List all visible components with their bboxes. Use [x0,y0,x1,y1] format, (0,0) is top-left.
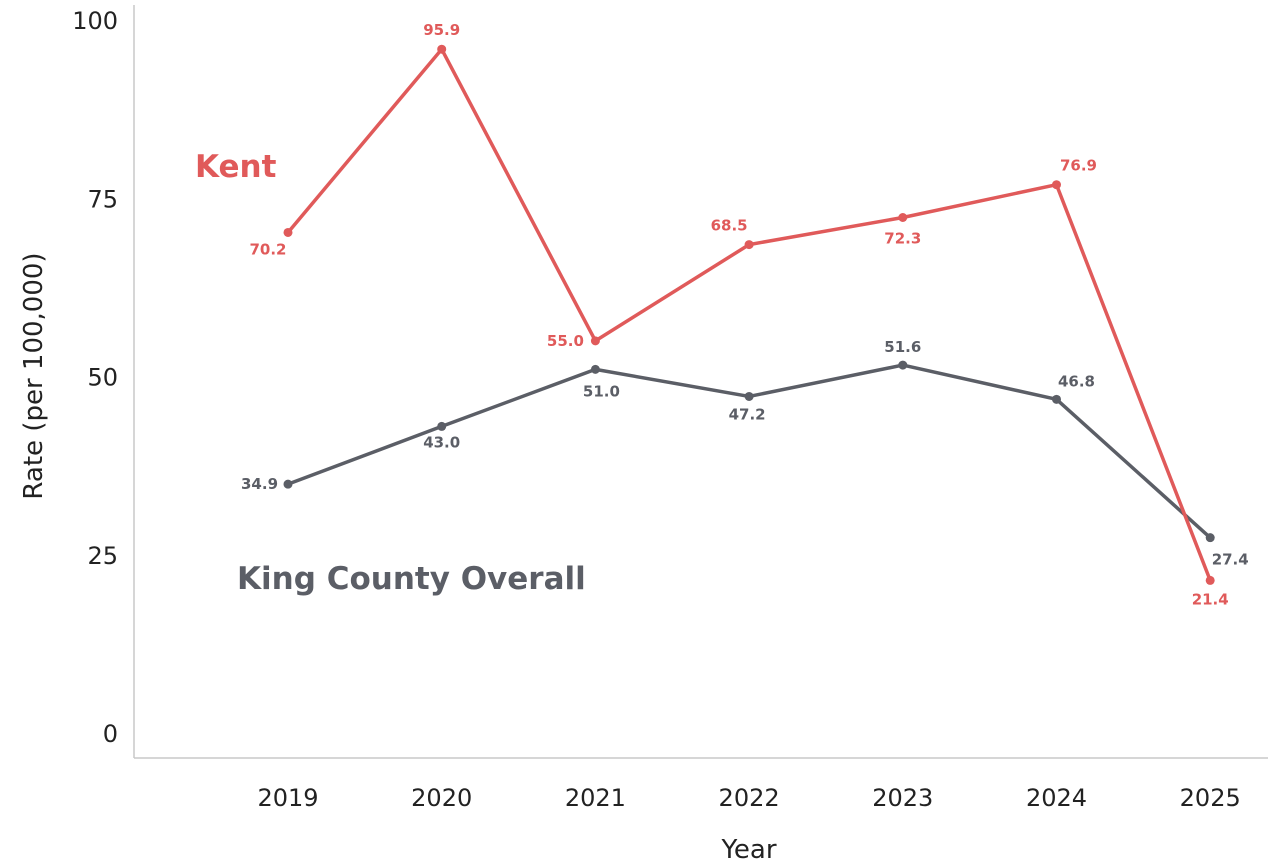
data-point [590,336,600,346]
data-label: 55.0 [547,332,584,350]
data-label: 34.9 [241,475,278,493]
series-line [286,47,1212,583]
x-tick-label: 2021 [565,784,626,812]
data-label: 51.6 [884,338,921,356]
data-label: 46.8 [1058,372,1095,390]
x-tick-label: 2020 [411,784,472,812]
data-label: 70.2 [249,240,286,258]
y-tick-label: 0 [103,720,118,748]
data-label: 43.0 [423,433,460,451]
series-name-king-county: King County Overall [237,561,586,597]
data-point [1205,575,1215,585]
data-point [590,364,600,374]
data-point [437,421,447,431]
data-point [898,360,908,370]
data-label: 95.9 [423,21,460,39]
data-label: 27.4 [1212,551,1249,569]
series-king-county-overall: 34.9 43.0 51.0 47.2 51.6 46.8 27.4 [241,338,1249,569]
data-label: 21.4 [1192,590,1229,608]
data-point [437,44,447,54]
data-label: 68.5 [711,217,748,235]
data-label: 51.0 [583,382,620,400]
data-label: 47.2 [729,405,766,423]
x-axis-title: Year [720,835,776,865]
series-name-kent: Kent [195,149,277,185]
data-point [283,479,293,489]
data-point [1052,180,1061,190]
series-kent: 70.2 95.9 55.0 68.5 72.3 76.9 21.4 [249,21,1228,608]
series-layer: 34.9 43.0 51.0 47.2 51.6 46.8 27.4 70.2 95.9 55.0… [241,21,1249,608]
data-point [1205,533,1215,543]
y-tick-label: 100 [72,7,118,35]
x-tick-label: 2023 [872,784,933,812]
data-point [1052,394,1061,404]
x-tick-label: 2025 [1180,784,1241,812]
x-axis-ticks: 2019 2020 2021 2022 2023 2024 2025 [257,784,1240,812]
data-point [744,391,754,401]
data-point [283,227,293,237]
y-axis-title: Rate (per 100,000) [19,252,49,499]
y-tick-label: 50 [87,364,118,392]
y-tick-label: 75 [87,185,118,213]
data-point [744,240,754,250]
x-tick-label: 2019 [257,784,318,812]
data-point [898,213,908,223]
y-axis-ticks: 0 25 50 75 100 [72,7,118,748]
x-tick-label: 2024 [1026,784,1087,812]
y-tick-label: 25 [87,542,118,570]
data-label: 76.9 [1060,157,1097,175]
x-tick-label: 2022 [719,784,780,812]
data-label: 72.3 [884,230,921,248]
